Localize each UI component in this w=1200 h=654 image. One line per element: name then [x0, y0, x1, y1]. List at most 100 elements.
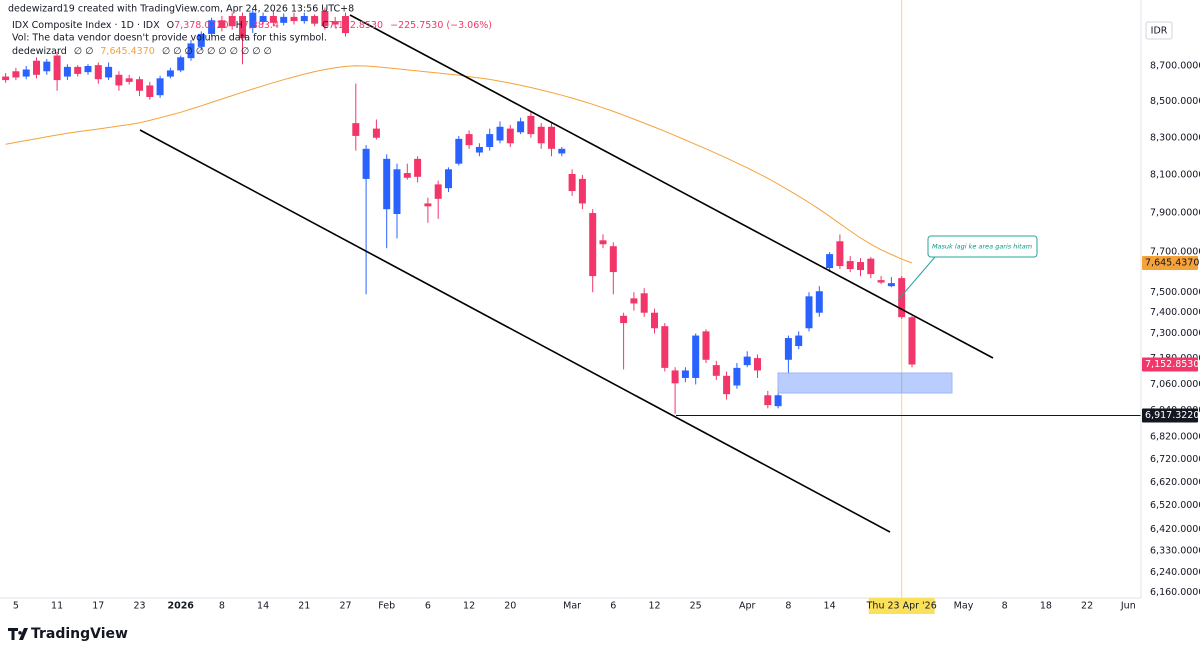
candle-body [805, 296, 813, 329]
candle-body [105, 66, 113, 78]
candle-body [311, 16, 319, 24]
x-tick-label: 2026 [167, 601, 194, 612]
ohlc-key: C [322, 20, 329, 31]
x-tick-label: 6 [425, 601, 431, 612]
x-tick-label: 22 [1081, 601, 1093, 612]
candle-body [661, 326, 669, 368]
y-tick-label: 6,620.0000 [1150, 477, 1200, 488]
candle-body [496, 126, 504, 141]
candle-body [908, 317, 916, 365]
candle-body [434, 184, 442, 199]
candle-body [599, 240, 607, 245]
logo: TradingView [8, 626, 128, 642]
y-tick-label: 6,160.0000 [1150, 587, 1200, 598]
indicator-params: ∅ ∅ [74, 46, 94, 57]
ohlc-value: 7,378.0720 [174, 20, 228, 31]
candle-body [558, 148, 566, 154]
candle-body [342, 16, 349, 34]
x-tick-label: 14 [257, 601, 269, 612]
x-tick-label: 21 [298, 601, 310, 612]
candle-body [12, 71, 20, 78]
last-price-label: 7,152.8530 [1145, 359, 1199, 370]
ma-price-label-bg [1142, 255, 1198, 270]
candle-body [136, 79, 143, 91]
candle-body [208, 20, 216, 34]
y-tick-label: 7,060.0000 [1150, 379, 1200, 390]
x-tick-label: 8 [219, 601, 225, 612]
candle-body [681, 370, 689, 378]
candle-body [218, 20, 226, 28]
candle-body [187, 43, 195, 59]
volume-note: Vol: The data vendor doesn't provide vol… [12, 33, 327, 44]
candle-body [290, 16, 298, 22]
x-tick-label: 12 [648, 601, 660, 612]
candle-body [723, 375, 731, 395]
watermark: TradingView [31, 626, 128, 642]
candle-body [733, 367, 741, 386]
x-tick-label: May [954, 601, 974, 612]
price-axis-bg [1141, 0, 1200, 598]
ohlc-value: 7,152.8530 [329, 20, 383, 31]
candle-body [743, 356, 751, 366]
candle-body [826, 254, 834, 269]
last-price-label-bg [1142, 357, 1198, 372]
candle-body [249, 12, 257, 28]
candle-body [640, 293, 648, 313]
candle-body [115, 74, 123, 86]
candle-body [887, 283, 895, 287]
plot [2, 0, 1141, 598]
candle-body [239, 16, 246, 39]
candle-body [372, 128, 380, 138]
candle-body [836, 241, 844, 267]
candle-body [795, 335, 803, 347]
candle-body [877, 280, 885, 283]
change: −225.7530 (−3.06%) [390, 20, 492, 31]
candle-body [166, 70, 174, 77]
currency: IDR [1151, 26, 1168, 37]
candle-body [712, 365, 720, 376]
y-tick-label: 8,300.0000 [1150, 132, 1200, 143]
y-tick-label: 6,330.0000 [1150, 545, 1200, 556]
candle-body [475, 146, 483, 153]
callout-text: Masuk lagi ke area garis hitam [932, 243, 1032, 251]
x-tick-label: 14 [824, 601, 836, 612]
candle-body [784, 338, 792, 360]
candle-body [125, 78, 133, 82]
candle-body [754, 358, 761, 371]
axes: IDR 8,700.0000 8,500.0000 8,300.0000 8,100.… [0, 0, 1200, 614]
ma-price-label: 7,645.4370 [1145, 257, 1199, 268]
candle-body [383, 158, 391, 210]
candle-body [403, 173, 411, 178]
candle-body [94, 65, 102, 80]
y-tick-label: 6,720.0000 [1150, 454, 1200, 465]
x-tick-label: 25 [690, 601, 702, 612]
x-tick-label: Feb [378, 601, 395, 612]
x-tick-label: Jun [1120, 601, 1136, 612]
candle-body [84, 66, 92, 73]
candle-body [630, 298, 638, 304]
indicator-outputs: ∅ ∅ ∅ ∅ ∅ ∅ ∅ ∅ ∅ ∅ [162, 46, 272, 57]
candle-body [486, 134, 494, 147]
callout-box [927, 235, 1038, 258]
candle-body [331, 21, 339, 25]
candle-body [857, 262, 864, 271]
y-tick-label: 6,240.0000 [1150, 567, 1200, 578]
candle-body [548, 126, 555, 149]
x-tick-label: 8 [785, 601, 791, 612]
candle-body [465, 134, 473, 146]
candle-body [445, 169, 452, 189]
candle-body [527, 115, 535, 135]
y-tick-label: 7,500.0000 [1150, 287, 1200, 298]
candle-body [517, 121, 525, 133]
x-tick-label: 20 [504, 601, 516, 612]
x-tick-label: 11 [51, 601, 63, 612]
candle-body [352, 123, 360, 136]
candle-body [53, 55, 61, 81]
ma-line [5, 65, 913, 264]
callout-pointer [897, 256, 936, 301]
candle-body [774, 395, 782, 407]
x-tick-label: 17 [92, 601, 104, 612]
x-tick-label: 5 [13, 601, 19, 612]
